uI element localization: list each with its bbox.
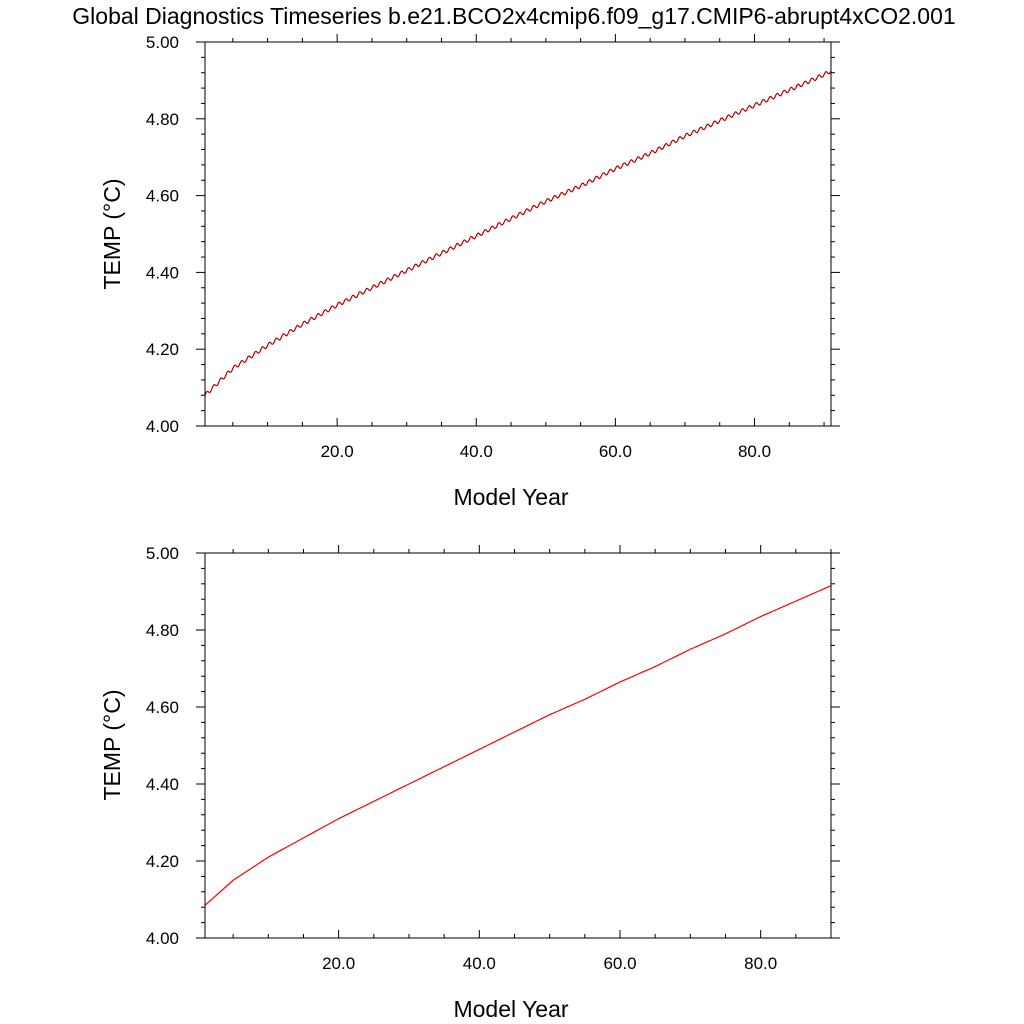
x-tick-label: 20.0 xyxy=(322,954,355,973)
y-ticks: 4.00 4.20 4.40 4.60 4.80 5.00 xyxy=(146,33,840,436)
plot-frame xyxy=(204,41,832,427)
chart-panel-bottom: TEMP (°C) Model Year 20.0 40.0 60.0 80.0 4.… xyxy=(99,544,840,1022)
y-tick-label: 4.40 xyxy=(146,263,179,282)
x-axis-label: Model Year xyxy=(453,996,568,1022)
y-axis-label: TEMP (°C) xyxy=(99,179,125,290)
series-group xyxy=(204,70,832,396)
y-tick-label: 4.60 xyxy=(146,698,179,717)
series-line-overlay xyxy=(204,70,832,396)
y-tick-label: 4.40 xyxy=(146,775,179,794)
series-line xyxy=(204,70,832,396)
y-tick-label: 4.00 xyxy=(146,417,179,436)
chart-panel-top: TEMP (°C) Model Year 20.0 40.0 60.0 80.0 4.… xyxy=(99,33,840,510)
y-axis-label: TEMP (°C) xyxy=(99,690,125,801)
y-tick-label: 4.80 xyxy=(146,110,179,129)
y-tick-label: 4.00 xyxy=(146,929,179,948)
y-ticks: 4.00 4.20 4.40 4.60 4.80 5.00 xyxy=(146,544,840,948)
x-tick-label: 40.0 xyxy=(463,954,496,973)
y-tick-label: 5.00 xyxy=(146,33,179,52)
x-tick-label: 20.0 xyxy=(321,442,354,461)
x-tick-label: 80.0 xyxy=(744,954,777,973)
x-tick-label: 80.0 xyxy=(738,442,771,461)
x-tick-label: 60.0 xyxy=(603,954,636,973)
y-tick-label: 4.60 xyxy=(146,187,179,206)
x-tick-label: 60.0 xyxy=(599,442,632,461)
figure-title: Global Diagnostics Timeseries b.e21.BCO2… xyxy=(72,3,955,29)
x-axis-label: Model Year xyxy=(453,484,568,510)
y-tick-label: 4.80 xyxy=(146,621,179,640)
x-ticks: 20.0 40.0 60.0 80.0 xyxy=(232,34,825,461)
y-tick-label: 4.20 xyxy=(146,852,179,871)
y-tick-label: 5.00 xyxy=(146,544,179,563)
x-tick-label: 40.0 xyxy=(460,442,493,461)
x-ticks: 20.0 40.0 60.0 80.0 xyxy=(232,545,832,973)
series-group xyxy=(204,585,832,906)
series-line xyxy=(204,585,832,906)
plot-frame xyxy=(204,552,832,939)
y-tick-label: 4.20 xyxy=(146,340,179,359)
